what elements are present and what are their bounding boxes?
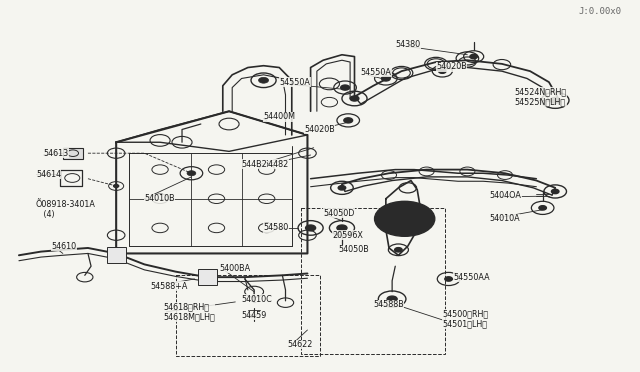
Text: 5400BA: 5400BA [220,263,251,273]
Circle shape [305,225,316,231]
Text: 54550AA: 54550AA [453,273,490,282]
Text: 54588B: 54588B [373,300,404,309]
Circle shape [424,217,431,221]
Text: 54550A: 54550A [361,68,392,77]
Circle shape [187,171,196,176]
Text: 54020B: 54020B [305,125,335,134]
Circle shape [382,209,390,213]
Text: 54380: 54380 [396,40,420,49]
Circle shape [350,96,359,101]
Bar [63,148,83,158]
Text: Õ08918-3401A
   (4): Õ08918-3401A (4) [36,200,96,219]
Text: 54459: 54459 [242,311,267,320]
Text: 54010C: 54010C [242,295,273,304]
Circle shape [539,206,547,210]
Circle shape [408,204,415,208]
Text: 5404OA: 5404OA [490,190,521,200]
Circle shape [408,230,415,234]
Circle shape [340,85,349,90]
Circle shape [438,69,446,73]
Text: 54613: 54613 [44,149,68,158]
Text: 54010A: 54010A [490,214,520,223]
Text: 54482: 54482 [264,160,289,169]
Circle shape [337,225,347,231]
Circle shape [114,185,118,187]
Text: 54400M: 54400M [264,112,296,121]
Text: 54524N〈RH〉
54525N〈LH〉: 54524N〈RH〉 54525N〈LH〉 [515,87,566,106]
Circle shape [550,97,560,103]
Circle shape [395,248,402,252]
Text: 20596X: 20596X [333,231,364,240]
Text: 54580: 54580 [264,224,289,232]
Circle shape [552,189,559,194]
Text: J:0.00x0: J:0.00x0 [578,7,621,16]
Text: 54010B: 54010B [145,194,175,203]
Circle shape [387,296,397,302]
Text: 54020B: 54020B [436,62,467,71]
Text: 54050B: 54050B [339,245,369,254]
Text: 54588+A: 54588+A [150,282,188,291]
Text: 54550A: 54550A [279,78,310,87]
Bar [107,247,125,263]
Circle shape [387,209,422,229]
Text: 54610: 54610 [52,242,77,251]
Text: 54622: 54622 [287,340,313,349]
Circle shape [470,54,477,59]
Circle shape [344,118,353,123]
Circle shape [382,225,390,229]
Text: 54050D: 54050D [323,209,355,218]
Circle shape [445,277,452,281]
Text: 54618〈RH〉
54618M〈LH〉: 54618〈RH〉 54618M〈LH〉 [163,302,215,321]
Circle shape [259,77,269,83]
Text: 54500〈RH〉
54501〈LH〉: 54500〈RH〉 54501〈LH〉 [442,310,488,329]
Circle shape [338,186,346,190]
Circle shape [381,76,390,81]
Bar [198,269,216,285]
Circle shape [374,201,435,236]
Text: 544B2: 544B2 [241,160,267,169]
Text: 54614: 54614 [36,170,61,179]
